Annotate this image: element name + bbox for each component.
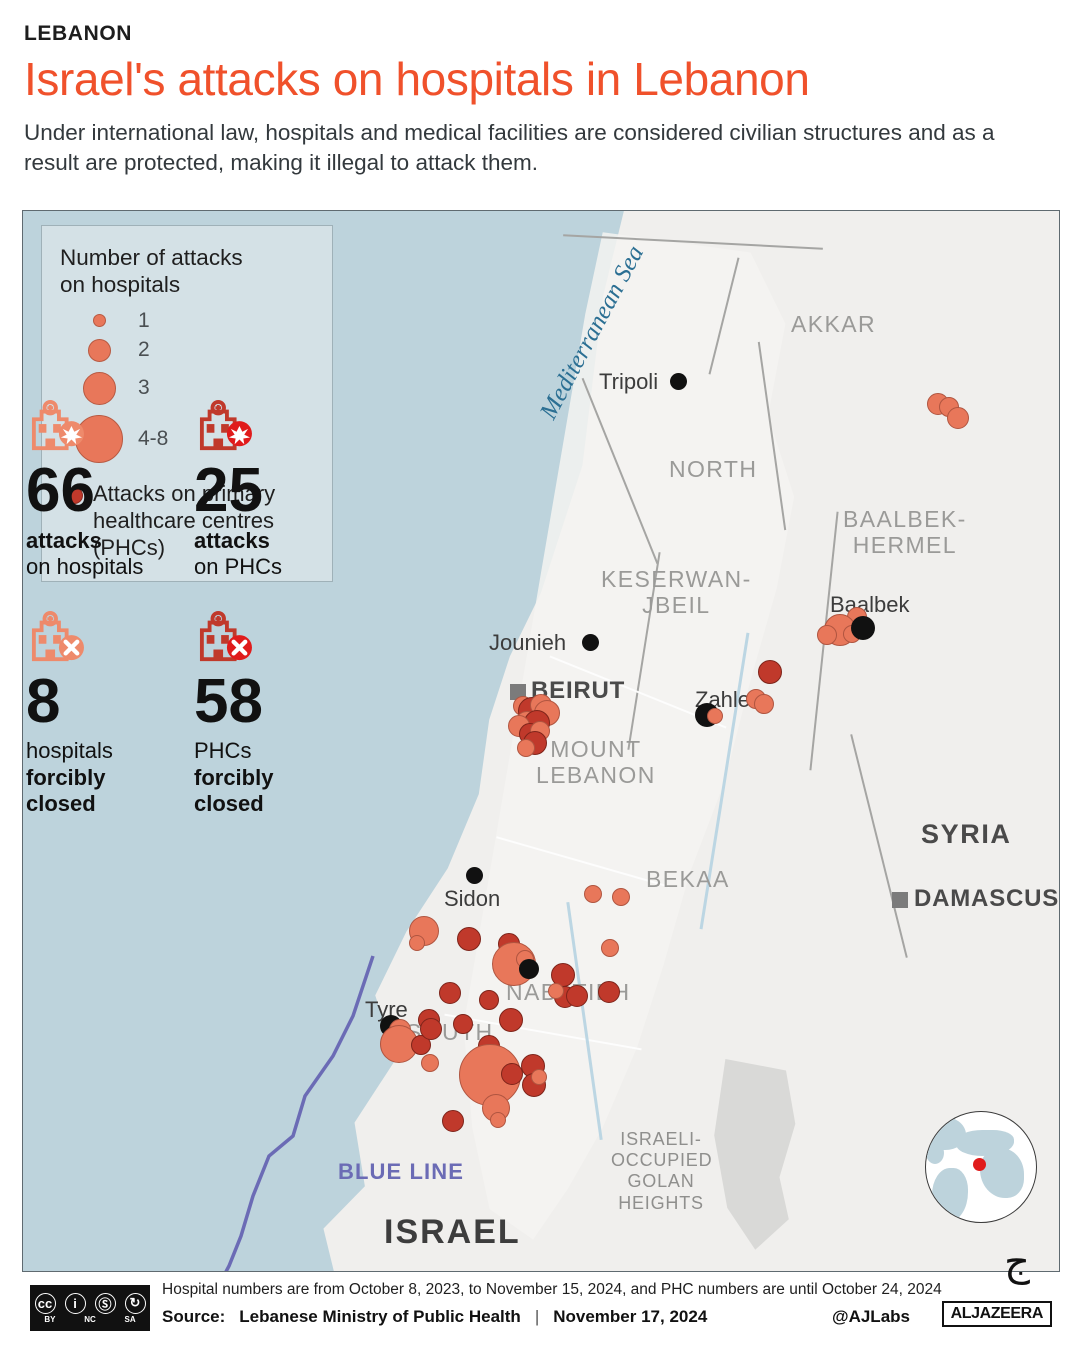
map-canvas[interactable]: Mediterranean Sea AKKAR NORTH BAALBEK- H… [22, 210, 1060, 1272]
legend-phc-label: Attacks on primary healthcare centres (P… [93, 480, 276, 560]
publish-date: November 17, 2024 [553, 1307, 708, 1326]
city-marker-jounieh [582, 634, 599, 651]
page-title: Israel's attacks on hospitals in Lebanon [24, 53, 810, 105]
hospital-attack-dot[interactable] [754, 694, 774, 714]
hospital-attack-dot[interactable] [947, 407, 969, 429]
page-header: LEBANON Israel's attacks on hospitals in… [0, 0, 1081, 179]
hospital-attack-dot[interactable] [409, 935, 425, 951]
legend-size-dot [60, 338, 138, 362]
stat-number: 8 [26, 666, 61, 736]
legend-size-label: 3 [138, 376, 150, 400]
hospital-attack-dot[interactable] [548, 983, 564, 999]
stat-line1: hospitals [26, 738, 113, 764]
hospital-attack-dot[interactable] [601, 939, 619, 957]
legend-size-dot [60, 371, 138, 405]
kicker-label: LEBANON [24, 22, 133, 45]
hospital-closed-icon [31, 610, 84, 661]
hospital-attack-dot[interactable] [421, 1054, 439, 1072]
source-separator: | [534, 1307, 540, 1326]
phc-attack-dot[interactable] [758, 660, 782, 684]
source-label: Source: [162, 1307, 226, 1326]
capital-marker-damascus [892, 892, 908, 908]
phc-attack-dot[interactable] [439, 982, 461, 1004]
legend-title: Number of attacks on hospitals [60, 245, 243, 298]
phc-legend-dot [66, 486, 83, 504]
closed-facility-dot[interactable] [519, 959, 539, 979]
statistics-panel: 66 attacks on hospitals 25 attacks on PH… [26, 400, 346, 817]
legend-size-row: 3 [60, 368, 316, 409]
stat-line2: on PHCs [194, 554, 283, 580]
location-pin-icon [973, 1158, 986, 1171]
standfirst-text: Under international law, hospitals and m… [24, 119, 995, 176]
legend-size-dot [60, 314, 138, 328]
legend-size-row: 1 [60, 309, 316, 333]
phc-attack-dot[interactable] [566, 985, 588, 1007]
closed-facility-dot[interactable] [851, 616, 875, 640]
cc-tag-nc: NC [84, 1314, 96, 1324]
map-legend: Number of attacks on hospitals 1 2 3 4-8 At… [41, 225, 333, 583]
phc-attack-dot[interactable] [501, 1063, 523, 1085]
cc-nc-badge: Ⓢ [94, 1292, 116, 1314]
hospital-closed-icon [199, 610, 252, 661]
stat-line2: on hospitals [26, 554, 144, 580]
cc-tag-sa: SA [124, 1314, 136, 1324]
hospital-attack-dot[interactable] [584, 885, 602, 903]
legend-size-label: 2 [138, 338, 150, 362]
globe-landmass [980, 1148, 1024, 1198]
stat-line2: forcibly closed [194, 764, 274, 817]
hospital-blast-icon [31, 400, 84, 451]
hospital-blast-icon [199, 400, 252, 451]
hospital-attack-dot[interactable] [490, 1112, 506, 1128]
stat-number: 25 [194, 456, 263, 525]
stat-card-attacks-hospitals: 66 attacks on hospitals [26, 400, 178, 581]
aljazeera-calligraphy-icon: ج [1004, 1239, 1030, 1285]
creative-commons-icon: cc i Ⓢ ↻ BY NC SA [30, 1285, 150, 1331]
cc-badge: cc [34, 1292, 56, 1314]
stat-line1: attacks [26, 527, 102, 553]
legend-size-label: 1 [138, 308, 150, 332]
phc-attack-dot[interactable] [457, 927, 481, 951]
footer-source: Source: Lebanese Ministry of Public Heal… [162, 1307, 707, 1327]
ajlabs-handle[interactable]: @AJLabs [832, 1307, 910, 1326]
hospital-attack-dot[interactable] [707, 708, 723, 724]
legend-size-dot [60, 414, 138, 463]
hospital-attack-dot[interactable] [531, 1069, 547, 1085]
stat-line1: attacks [194, 527, 270, 553]
page-footer: cc i Ⓢ ↻ BY NC SA Hospital numbers are f… [22, 1239, 1060, 1343]
legend-size-label: 4-8 [138, 426, 169, 450]
phc-attack-dot[interactable] [453, 1014, 473, 1034]
globe-inset [925, 1111, 1037, 1223]
blue-line-boundary [224, 955, 375, 1271]
cc-by-badge: i [64, 1292, 86, 1314]
phc-attack-dot[interactable] [411, 1035, 431, 1055]
legend-size-row: 4-8 [60, 411, 316, 467]
aljazeera-logo[interactable]: ALJAZEERA [941, 1301, 1052, 1327]
phc-attack-dot[interactable] [479, 990, 499, 1010]
globe-landmass [932, 1168, 968, 1222]
legend-size-row: 2 [60, 335, 316, 366]
hospital-attack-dot[interactable] [612, 888, 630, 906]
cc-tag-by: BY [44, 1314, 56, 1324]
city-marker-tripoli [670, 373, 687, 390]
phc-attack-dot[interactable] [420, 1018, 442, 1040]
stat-number: 58 [194, 666, 263, 736]
footer-note: Hospital numbers are from October 8, 202… [162, 1281, 942, 1298]
globe-landmass [926, 1142, 944, 1164]
source-value: Lebanese Ministry of Public Health [239, 1307, 521, 1326]
legend-size-scale: 1 2 3 4-8 [60, 309, 316, 467]
city-marker-sidon [466, 867, 483, 884]
hospital-attack-dot[interactable] [517, 739, 535, 757]
stat-line2: forcibly closed [26, 764, 106, 817]
cc-sa-badge: ↻ [124, 1292, 146, 1314]
stat-card-attacks-phcs: 25 attacks on PHCs [194, 400, 346, 581]
legend-phc-entry: Attacks on primary healthcare centres (P… [60, 481, 316, 561]
hospital-attack-dot[interactable] [817, 625, 837, 645]
phc-attack-dot[interactable] [598, 981, 620, 1003]
stat-line1: PHCs [194, 738, 252, 764]
stat-number: 66 [26, 456, 95, 525]
stat-card-hospitals-closed: 8 hospitals forcibly closed [26, 610, 178, 818]
stat-card-phcs-closed: 58 PHCs forcibly closed [194, 610, 346, 818]
phc-attack-dot[interactable] [442, 1110, 464, 1132]
phc-attack-dot[interactable] [499, 1008, 523, 1032]
